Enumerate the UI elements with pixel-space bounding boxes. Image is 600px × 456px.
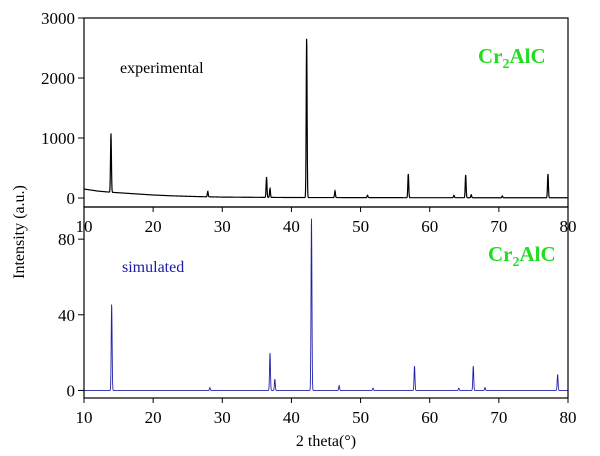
simulated-series-line bbox=[84, 218, 568, 391]
x-axis-label: 2 theta(°) bbox=[296, 433, 356, 450]
simulated-x-tick-label: 60 bbox=[421, 408, 438, 427]
simulated-x-tick-label: 70 bbox=[490, 408, 507, 427]
simulated-y-tick-label: 0 bbox=[67, 381, 76, 400]
experimental-y-tick-label: 1000 bbox=[41, 129, 75, 148]
experimental-compound-label: Cr2AlC bbox=[478, 44, 546, 72]
y-axis-label: Intensity (a.u.) bbox=[11, 185, 28, 279]
simulated-annotation: simulated bbox=[122, 259, 184, 276]
experimental-x-tick-label: 40 bbox=[283, 217, 300, 236]
experimental-y-tick-label: 0 bbox=[67, 189, 76, 208]
experimental-y-tick-label: 2000 bbox=[41, 69, 75, 88]
simulated-x-tick-label: 50 bbox=[352, 408, 369, 427]
experimental-y-tick-label: 3000 bbox=[41, 9, 75, 28]
experimental-x-tick-label: 20 bbox=[145, 217, 162, 236]
simulated-x-tick-label: 20 bbox=[145, 408, 162, 427]
simulated-panel: 0 40 80 10 20 30 40 50 60 70 80 simulated Cr2AlC bbox=[58, 218, 577, 427]
experimental-series-line bbox=[83, 38, 568, 199]
simulated-plot-frame bbox=[83, 206, 569, 399]
simulated-x-tick-label: 30 bbox=[214, 408, 231, 427]
experimental-x-tick-label: 70 bbox=[490, 217, 507, 236]
simulated-y-tick-label: 40 bbox=[58, 306, 75, 325]
simulated-x-tick-label: 10 bbox=[76, 408, 93, 427]
simulated-compound-label: Cr2AlC bbox=[488, 242, 556, 270]
experimental-x-tick-label: 60 bbox=[421, 217, 438, 236]
experimental-x-tick-label: 50 bbox=[352, 217, 369, 236]
shared-axes bbox=[83, 17, 569, 399]
simulated-y-tick-label: 80 bbox=[58, 230, 75, 249]
experimental-x-tick-label: 30 bbox=[214, 217, 231, 236]
simulated-x-tick-label: 80 bbox=[560, 408, 577, 427]
simulated-x-tick-label: 40 bbox=[283, 408, 300, 427]
experimental-annotation: experimental bbox=[120, 60, 204, 77]
